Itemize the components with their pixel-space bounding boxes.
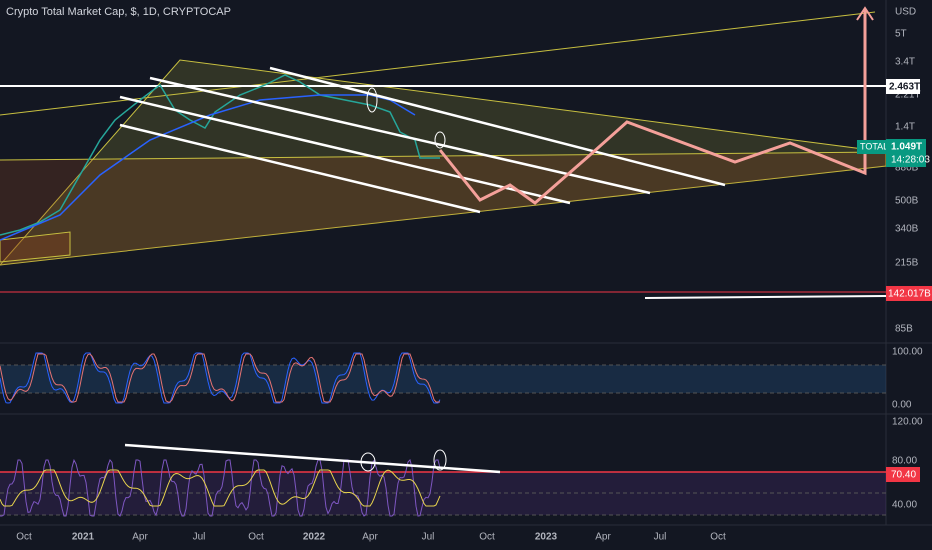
rsi-tag-text: 70.40 — [891, 470, 916, 481]
stoch-band — [0, 365, 886, 393]
support-tag-text: 142.017B — [888, 289, 931, 300]
time-label: Jul — [193, 532, 206, 543]
rsi-label: 120.00 — [892, 417, 923, 428]
stoch-d — [0, 353, 440, 403]
price-line — [0, 74, 440, 236]
circle-mark — [360, 452, 376, 472]
price-label: 85B — [895, 324, 913, 335]
level-line — [644, 295, 887, 299]
time-label: Jul — [422, 532, 435, 543]
symbol-tag — [857, 140, 886, 154]
time-label: Oct — [16, 532, 32, 543]
chart-title: Crypto Total Market Cap, $, 1D, CRYPTOCA… — [6, 6, 231, 18]
price-label: 500B — [895, 196, 919, 207]
rsi-line — [0, 458, 441, 517]
rsi-tag — [886, 467, 920, 482]
projection-path — [438, 10, 867, 205]
time-label: Apr — [595, 532, 611, 543]
price-label: 1.4T — [895, 122, 915, 133]
price-label: 340B — [895, 224, 919, 235]
circle-mark — [433, 449, 447, 471]
level-tag — [886, 79, 920, 94]
trend-line — [124, 443, 501, 474]
time-label: Oct — [248, 532, 264, 543]
symbol-tag-text: TOTAL — [860, 141, 888, 151]
stoch-label: 100.00 — [892, 347, 923, 358]
zone-drawing — [0, 231, 71, 263]
time-label: Apr — [132, 532, 148, 543]
time-label: 2022 — [303, 532, 326, 543]
last-price: 1.049T — [891, 142, 922, 153]
time-label: Jul — [654, 532, 667, 543]
rsi-label: 40.00 — [892, 500, 917, 511]
time-label: 2023 — [535, 532, 558, 543]
level-tag-text: 2.463T — [889, 82, 920, 93]
stoch-label: 0.00 — [892, 400, 912, 411]
price-label: 215B — [895, 258, 919, 269]
time-label: Oct — [479, 532, 495, 543]
last-price-tag — [886, 139, 926, 167]
price-label: 2.21T — [895, 90, 921, 101]
time-label: 2021 — [72, 532, 95, 543]
axis-unit: USD — [895, 7, 916, 18]
price-label: 3.4T — [895, 57, 915, 68]
time-label: Apr — [362, 532, 378, 543]
trend-line — [0, 11, 876, 116]
price-label: 880B — [895, 163, 919, 174]
rsi-label: 80.00 — [892, 456, 917, 467]
circle-mark — [366, 87, 378, 113]
projection-arrow — [856, 6, 874, 21]
rsi-ma — [0, 469, 441, 507]
zone-drawing — [0, 152, 886, 265]
support-tag — [886, 286, 932, 301]
price-label: 5T — [895, 29, 907, 40]
time-label: Oct — [710, 532, 726, 543]
countdown: 14:28:03 — [891, 155, 930, 166]
circle-mark — [434, 131, 446, 149]
stoch-k — [0, 352, 441, 404]
